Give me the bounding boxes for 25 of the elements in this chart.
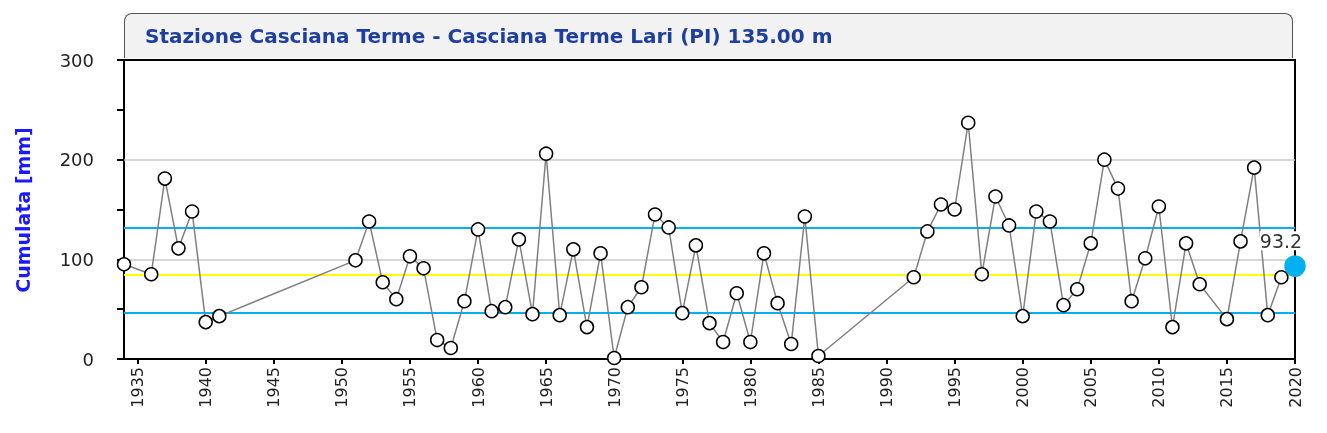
data-label: 93.2 [1259, 229, 1303, 252]
x-tick-label: 2005 [1081, 367, 1101, 408]
x-tick-label: 1955 [400, 367, 420, 408]
x-tick-label: 1995 [945, 367, 965, 408]
x-tick-label: 1965 [536, 367, 556, 408]
x-tick-label: 2015 [1217, 367, 1237, 408]
x-tick-label: 1950 [332, 367, 352, 408]
x-tick-label: 2020 [1285, 367, 1305, 408]
y-tick-label: 100 [59, 248, 94, 270]
x-tick-label: 1940 [196, 367, 216, 408]
x-tick-label: 1990 [877, 367, 897, 408]
y-axis-title: Cumulata [mm] [12, 126, 34, 293]
x-tick-label: 1935 [128, 367, 148, 408]
x-tick-label: 1945 [264, 367, 284, 408]
y-tick-label: 200 [59, 149, 94, 171]
x-tick-label: 1960 [468, 367, 488, 408]
x-tick-label: 2000 [1013, 367, 1033, 408]
x-tick-label: 1970 [604, 367, 624, 408]
x-tick-label: 1975 [672, 367, 692, 408]
x-tick-label: 1985 [808, 367, 828, 408]
x-tick-label: 2010 [1149, 367, 1169, 408]
x-tick-label: 1980 [740, 367, 760, 408]
y-tick-label: 0 [82, 348, 94, 370]
y-tick-label: 300 [59, 49, 94, 71]
chart-title: Stazione Casciana Terme - Casciana Terme Lari (PI) 135.00 m [124, 13, 1293, 58]
